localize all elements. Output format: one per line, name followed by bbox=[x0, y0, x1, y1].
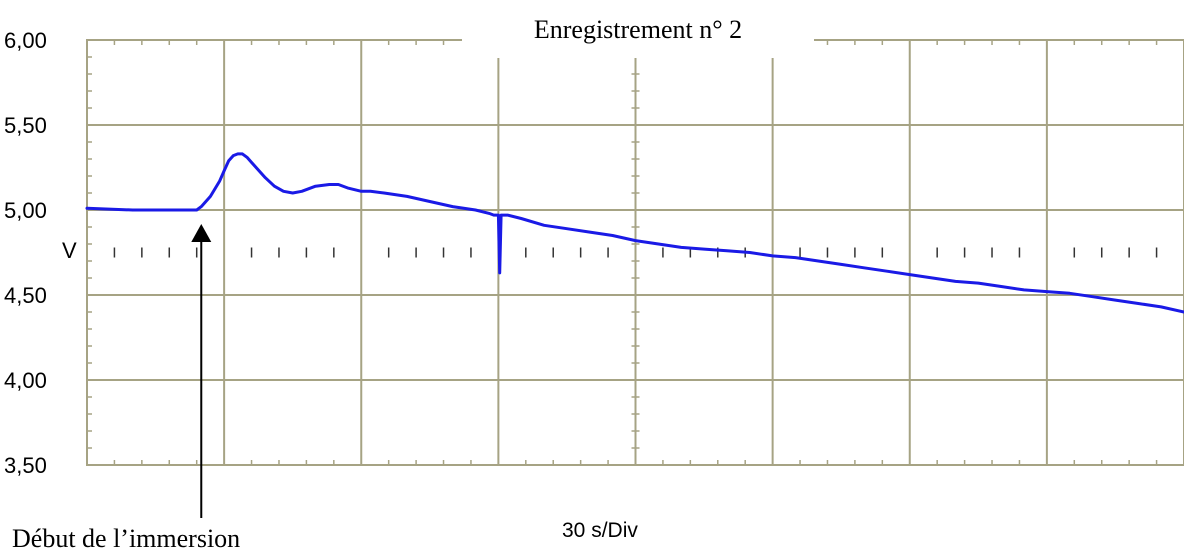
x-axis-label: 30 s/Div bbox=[562, 519, 638, 542]
y-tick-label: 6,00 bbox=[4, 28, 47, 53]
grid bbox=[87, 40, 1184, 465]
y-tick-label: 4,50 bbox=[4, 283, 47, 308]
title-background bbox=[462, 8, 814, 58]
y-tick-labels: 3,50 4,00 4,50 5,00 5,50 6,00 bbox=[4, 28, 47, 478]
annotation-arrow bbox=[191, 224, 212, 518]
y-tick-label: 5,50 bbox=[4, 113, 47, 138]
arrow-head bbox=[191, 224, 212, 242]
y-axis-label: V bbox=[62, 238, 77, 263]
y-tick-label: 5,00 bbox=[4, 198, 47, 223]
voltage-trace bbox=[85, 152, 1184, 314]
chart-title: Enregistrement n° 2 bbox=[534, 15, 742, 44]
minor-ticks bbox=[87, 40, 1158, 465]
y-tick-label: 4,00 bbox=[4, 368, 47, 393]
annotation-text: Début de l’immersion bbox=[12, 524, 240, 553]
y-tick-label: 3,50 bbox=[4, 453, 47, 478]
